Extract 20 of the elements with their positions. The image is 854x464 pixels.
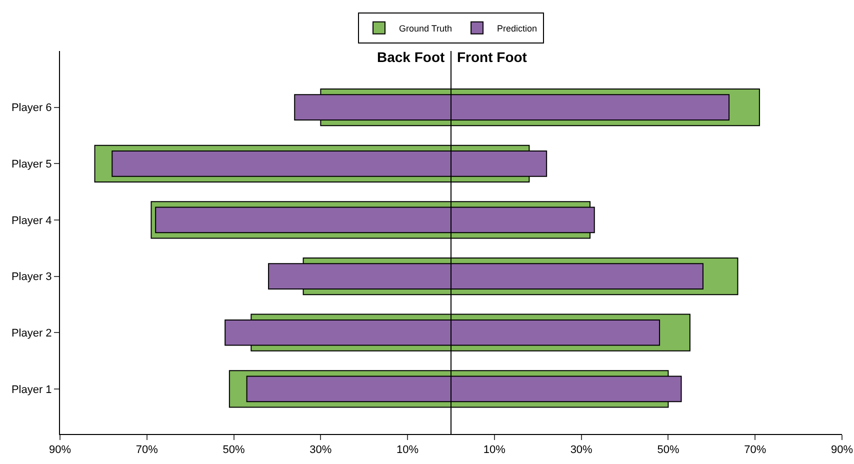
legend-label: Ground Truth bbox=[399, 23, 452, 34]
legend-label: Prediction bbox=[497, 23, 538, 34]
x-tick-label: 30% bbox=[310, 444, 332, 456]
annotation: Front Foot bbox=[457, 49, 528, 65]
x-tick-label: 10% bbox=[396, 444, 419, 456]
x-tick-label: 90% bbox=[48, 444, 72, 456]
annotation: Back Foot bbox=[377, 49, 446, 65]
x-tick-label: 70% bbox=[136, 444, 158, 456]
x-tick-label: 10% bbox=[483, 444, 506, 456]
y-tick-label: Player 2 bbox=[11, 327, 52, 340]
x-tick-label: 50% bbox=[657, 444, 680, 456]
y-tick-label: Player 3 bbox=[11, 271, 52, 284]
x-tick-label: 50% bbox=[222, 444, 245, 456]
y-tick-label: Player 1 bbox=[11, 384, 52, 396]
y-tick-label: Player 4 bbox=[11, 214, 52, 227]
x-tick-label: 90% bbox=[830, 444, 854, 456]
y-tick-label: Player 6 bbox=[11, 102, 52, 114]
x-tick-label: 70% bbox=[744, 444, 766, 456]
y-tick-label: Player 5 bbox=[11, 158, 52, 170]
x-tick-label: 30% bbox=[570, 444, 593, 456]
